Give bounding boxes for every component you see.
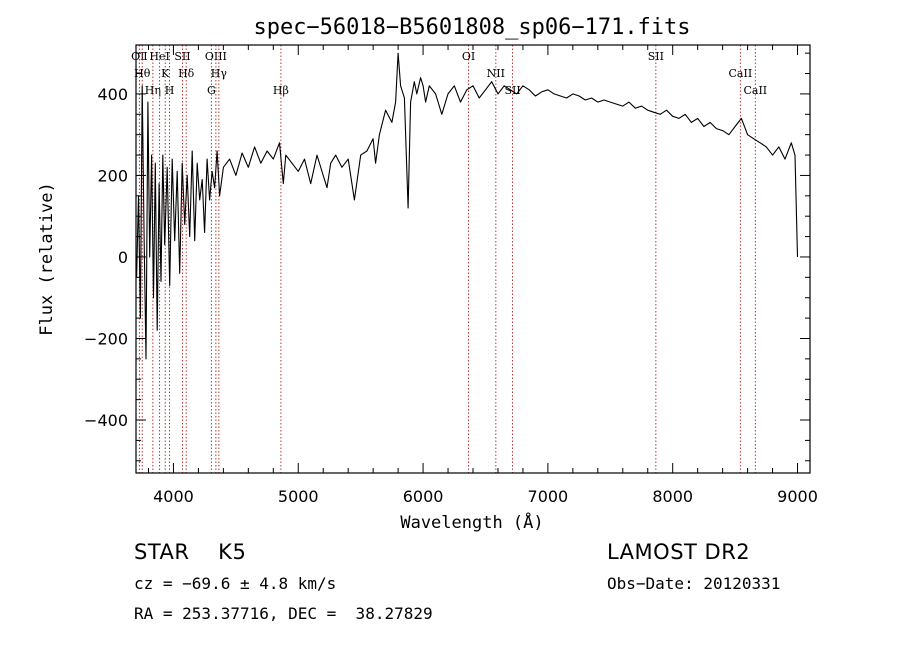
spectral-line-label: OIII (205, 50, 227, 63)
x-tick-label: 5000 (278, 487, 319, 506)
spectral-line-label: H (165, 84, 175, 97)
y-tick-label: 200 (97, 166, 128, 185)
spectral-line-label: Hβ (273, 84, 289, 97)
observation-date-label: Obs−Date: 20120331 (607, 574, 781, 593)
spectral-lines-layer: OⅡ Hθ Hη HeI KH SII Hδ G OIII Hγ Hβ OI NII SII SII CaII… (131, 45, 767, 473)
spectral-line-label: K (161, 67, 170, 80)
spectral-line-label: OI (462, 50, 475, 63)
x-tick-label: 9000 (777, 487, 818, 506)
object-class-label: STAR K5 (134, 540, 247, 564)
spectral-line-label: CaII (729, 67, 753, 80)
spectral-line-label: NII (487, 67, 505, 80)
x-tick-label: 8000 (652, 487, 693, 506)
x-tick-label: 4000 (153, 487, 194, 506)
spectral-line-label: Hθ (134, 67, 151, 80)
plot-frame (135, 44, 811, 474)
spectral-line-label: OⅡ (131, 50, 148, 63)
y-tick-label: −200 (84, 329, 128, 348)
spectral-line-label: Hγ (211, 67, 228, 80)
spectral-line-label: CaII (743, 84, 767, 97)
spectral-line-label: G (207, 84, 216, 97)
ticks-layer: 4000 5000 6000 7000 8000 9000 −400 −200 0 200 400 (84, 45, 818, 506)
spectral-line-label: SII (504, 84, 520, 97)
spectral-line-label: SII (174, 50, 190, 63)
x-tick-label: 7000 (528, 487, 569, 506)
y-tick-label: 400 (97, 85, 128, 104)
spectral-line-label: Hδ (178, 67, 195, 80)
chart-title: spec−56018−B5601808_sp06−171.fits (253, 15, 690, 40)
x-tick-label: 6000 (403, 487, 444, 506)
flux-series-line (136, 52, 799, 360)
spectral-line-label: SII (648, 50, 664, 63)
y-tick-label: 0 (118, 248, 128, 267)
spectral-line-label: HeI (149, 50, 169, 63)
coordinates-label: RA = 253.37716, DEC = 38.27829 (134, 604, 433, 623)
series-layer (136, 52, 799, 360)
y-tick-label: −400 (84, 411, 128, 430)
y-axis-label: Flux (relative) (37, 182, 57, 336)
survey-label: LAMOST DR2 (607, 540, 751, 564)
redshift-label: cz = −69.6 ± 4.8 km/s (134, 574, 337, 593)
x-axis-label: Wavelength (Å) (400, 511, 543, 533)
spectral-line-label: Hη (145, 84, 161, 97)
